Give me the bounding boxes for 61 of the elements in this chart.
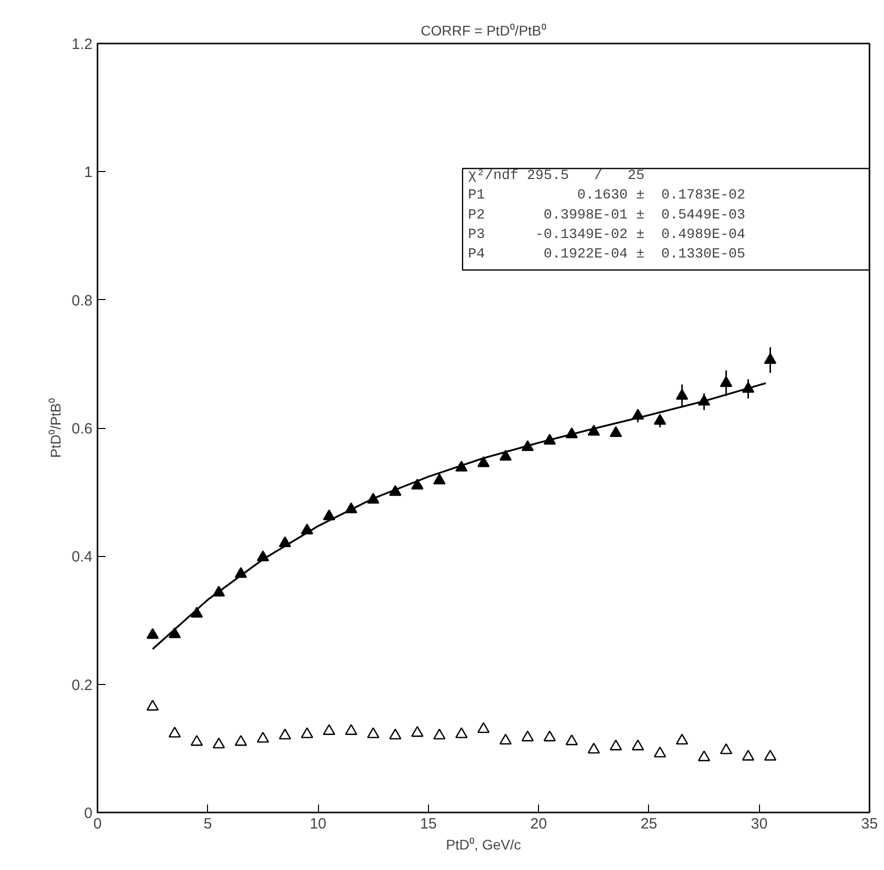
point (212, 738, 225, 748)
annotation: P4 0.1922E-04 ± 0.1330E-05 (468, 246, 746, 262)
annotation: P3 -0.1349E-02 ± 0.4989E-04 (468, 226, 746, 243)
x-tick-label: 30 (750, 816, 768, 832)
x-tick-label: 25 (640, 816, 658, 832)
y-tick-label: 0.2 (72, 676, 93, 694)
y-tick-label: 1.2 (72, 36, 93, 53)
x-tick-label: 15 (420, 816, 437, 832)
point (654, 414, 666, 425)
point (610, 426, 622, 437)
point (477, 722, 490, 734)
point (610, 739, 622, 750)
point (544, 730, 556, 742)
point (345, 724, 358, 735)
point (676, 734, 688, 745)
point (654, 746, 666, 758)
y-axis-title: PtD⁰/PtB⁰ (48, 398, 64, 458)
point (588, 742, 600, 754)
point (764, 353, 776, 364)
annotation: χ²/ndf 295.5 / 25 (468, 168, 644, 184)
point (499, 450, 512, 461)
point (190, 735, 203, 746)
point (168, 726, 181, 738)
y-tick-label: 0 (84, 805, 92, 822)
point (742, 750, 754, 761)
annotation: P1 0.1630 ± 0.1783E-02 (468, 188, 746, 204)
point (764, 750, 776, 761)
point (234, 735, 248, 746)
x-tick-label: 10 (310, 816, 326, 832)
annotation: P2 0.3998E-01 ± 0.5449E-03 (468, 207, 746, 224)
x-tick-label: 20 (530, 816, 547, 832)
point (256, 732, 270, 743)
point (411, 478, 424, 490)
point (676, 388, 688, 400)
point (698, 750, 710, 762)
y-tick-label: 1 (84, 164, 92, 182)
point (278, 728, 292, 740)
point (300, 727, 314, 738)
point (566, 734, 578, 746)
point (455, 727, 468, 738)
point (720, 376, 732, 387)
chart-title: CORRF = PtD⁰/PtB⁰ (420, 22, 546, 38)
x-tick-label: 5 (204, 816, 212, 832)
point (433, 728, 446, 740)
point (521, 730, 534, 742)
point (146, 628, 159, 639)
y-tick-label: 0.6 (72, 420, 93, 438)
y-tick-label: 0.4 (72, 548, 93, 566)
point (389, 728, 402, 740)
point (411, 726, 424, 737)
point (632, 739, 644, 750)
point (720, 743, 732, 754)
point (146, 700, 159, 711)
point (367, 727, 380, 738)
point (499, 734, 512, 745)
y-tick-label: 0.8 (72, 292, 93, 310)
x-tick-label: 35 (861, 816, 878, 832)
point (433, 474, 446, 484)
x-axis-title: PtD⁰, GeV/c (446, 836, 522, 852)
point (322, 724, 336, 735)
point (477, 456, 490, 468)
